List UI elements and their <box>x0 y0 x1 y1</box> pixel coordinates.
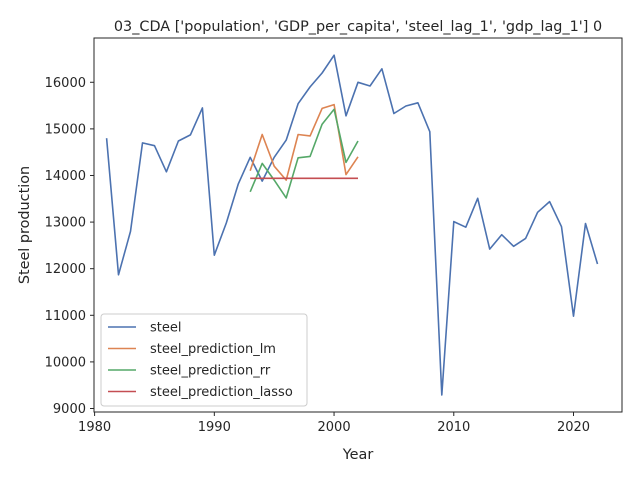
y-tick-label: 9000 <box>53 402 86 417</box>
y-tick-label: 11000 <box>45 309 86 324</box>
legend: steel steel_prediction_lm steel_prediction… <box>100 313 308 407</box>
series-line-steel-prediction-lm <box>249 103 359 181</box>
y-tick-label: 16000 <box>45 76 86 91</box>
y-tick-label: 10000 <box>45 355 86 370</box>
y-axis: 9000 10000 11000 12000 13000 14000 15000 16000 <box>45 76 94 417</box>
x-axis: 1980 1990 2000 2010 2020 <box>78 412 590 435</box>
x-tick-label: 1990 <box>198 420 231 435</box>
x-tick-label: 1980 <box>78 420 111 435</box>
x-axis-label: Year <box>342 447 374 463</box>
y-tick-label: 14000 <box>45 169 86 184</box>
legend-label: steel <box>150 321 181 336</box>
legend-box <box>100 313 308 407</box>
plot-lines <box>105 54 599 396</box>
series-line-steel-prediction-rr <box>249 108 359 199</box>
legend-label: steel_prediction_rr <box>150 364 271 379</box>
x-tick-label: 2010 <box>437 420 470 435</box>
legend-label: steel_prediction_lasso <box>150 385 293 400</box>
plot-frame <box>93 37 623 413</box>
x-tick-label: 2000 <box>318 420 351 435</box>
legend-label: steel_prediction_lm <box>150 342 276 357</box>
y-axis-label: Steel production <box>17 166 33 284</box>
x-tick-label: 2020 <box>557 420 590 435</box>
y-tick-label: 13000 <box>45 216 86 231</box>
series-line-steel <box>105 54 599 396</box>
y-tick-label: 15000 <box>45 122 86 137</box>
chart-title: 03_CDA ['population', 'GDP_per_capita', … <box>114 19 602 35</box>
y-tick-label: 12000 <box>45 262 86 277</box>
